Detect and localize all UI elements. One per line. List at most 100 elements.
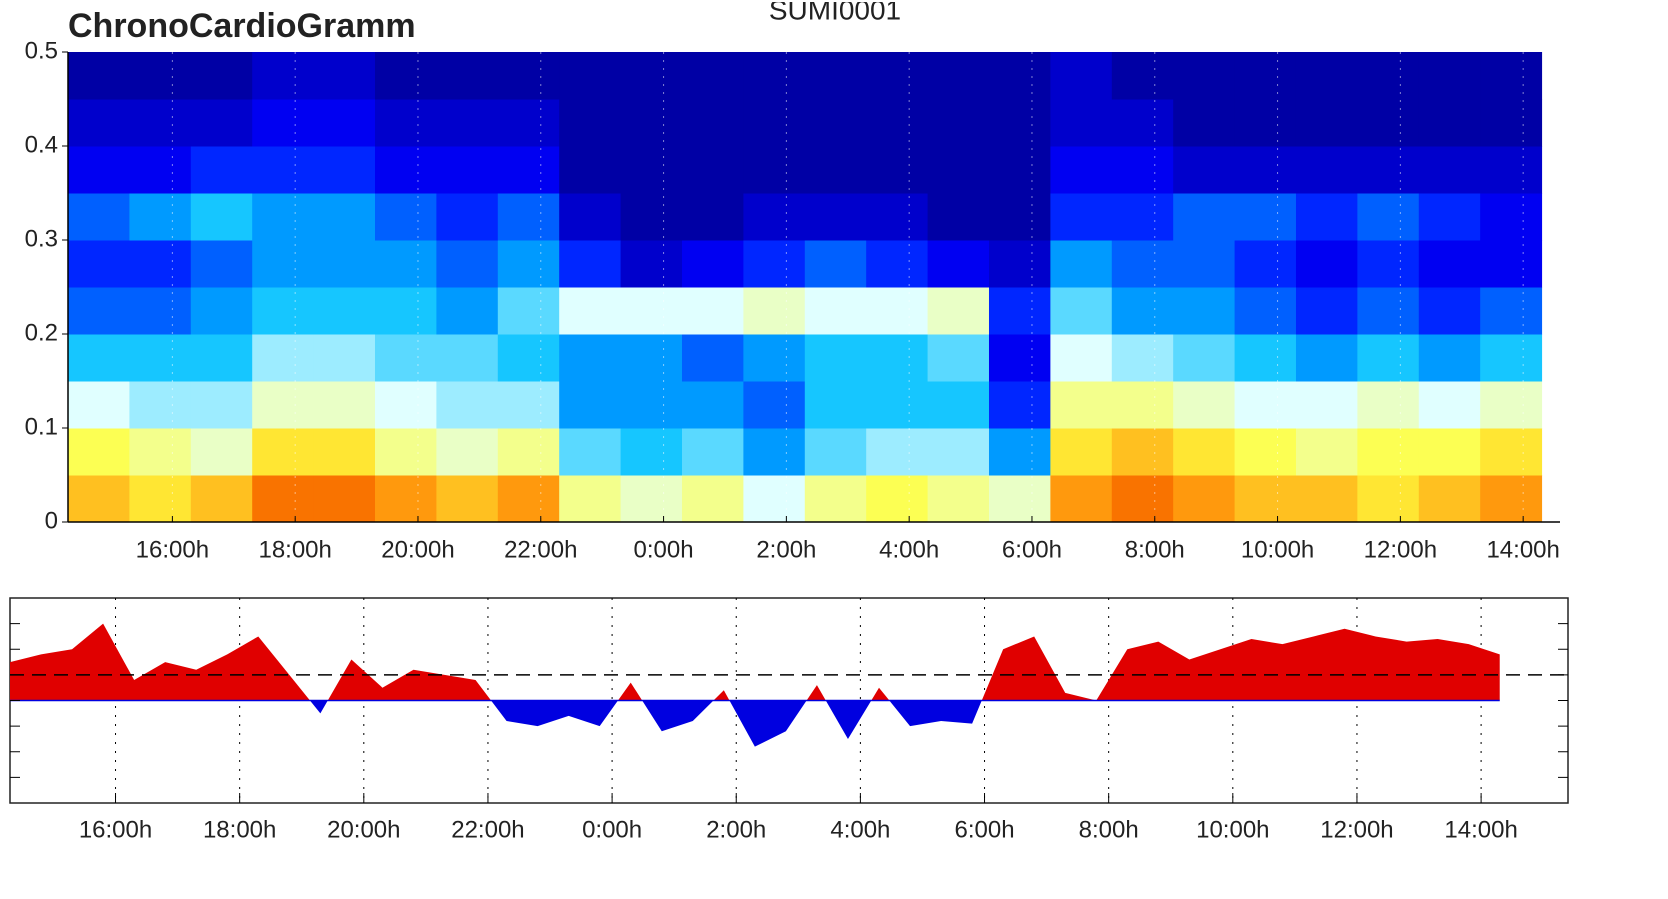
heatmap-cell bbox=[129, 146, 192, 194]
heatmap-cell bbox=[436, 240, 499, 288]
heatmap-cell bbox=[620, 99, 683, 147]
heatmap-cell bbox=[559, 146, 622, 194]
heatmap-cell bbox=[1357, 146, 1420, 194]
heatmap-cell bbox=[374, 52, 437, 100]
heatmap-cell bbox=[681, 146, 744, 194]
heatmap-cell bbox=[1111, 381, 1174, 429]
heatmap-cell bbox=[743, 381, 806, 429]
heatmap-cell bbox=[436, 287, 499, 335]
heatmap-cell bbox=[68, 146, 130, 194]
heatmap-cell bbox=[804, 334, 867, 382]
heatmap-cell bbox=[1050, 146, 1113, 194]
heatmap-cell bbox=[1295, 193, 1358, 241]
heatmap-cell bbox=[129, 240, 192, 288]
heatmap-cell bbox=[681, 240, 744, 288]
heatmap-cell bbox=[252, 334, 315, 382]
heatmap-cell bbox=[866, 287, 929, 335]
heatmap-cell bbox=[313, 193, 376, 241]
x-tick-label: 6:00h bbox=[1002, 536, 1062, 563]
heatmap-cell bbox=[1418, 428, 1481, 476]
heatmap-cell bbox=[620, 334, 683, 382]
heatmap-cell bbox=[1050, 428, 1113, 476]
heatmap-cell bbox=[681, 287, 744, 335]
heatmap-cell bbox=[190, 193, 253, 241]
heatmap-cell bbox=[988, 146, 1051, 194]
heatmap-cell bbox=[866, 193, 929, 241]
heatmap-cell bbox=[68, 52, 130, 100]
heatmap-cell bbox=[988, 428, 1051, 476]
heatmap-cell bbox=[681, 52, 744, 100]
heatmap-cell bbox=[1418, 52, 1481, 100]
heatmap-cell bbox=[313, 146, 376, 194]
heatmap-cell bbox=[743, 475, 806, 523]
heatmap-cell bbox=[374, 193, 437, 241]
x-tick-label: 22:00h bbox=[451, 816, 524, 843]
x-tick-label: 6:00h bbox=[954, 816, 1014, 843]
heatmap-cell bbox=[190, 146, 253, 194]
x-tick-label: 16:00h bbox=[79, 816, 152, 843]
heatmap-cell bbox=[68, 475, 130, 523]
heatmap-cell bbox=[497, 240, 560, 288]
heatmap-cell bbox=[866, 240, 929, 288]
heatmap-cell bbox=[497, 193, 560, 241]
x-tick-label: 18:00h bbox=[258, 536, 331, 563]
heatmap-cell bbox=[1480, 240, 1543, 288]
heatmap-cell bbox=[374, 475, 437, 523]
heatmap-cell bbox=[927, 99, 990, 147]
heatmap-cell bbox=[497, 146, 560, 194]
heatmap-cell bbox=[1050, 334, 1113, 382]
heatmap-cell bbox=[620, 146, 683, 194]
heatmap-cell bbox=[804, 52, 867, 100]
heatmap-cell bbox=[804, 146, 867, 194]
heatmap-cell bbox=[1480, 193, 1543, 241]
heatmap-cell bbox=[681, 193, 744, 241]
heatmap-cell bbox=[1480, 334, 1543, 382]
heatmap-cell bbox=[1234, 240, 1297, 288]
heatmap-cell bbox=[313, 381, 376, 429]
heatmap-cell bbox=[1234, 334, 1297, 382]
heatmap-cell bbox=[68, 240, 130, 288]
heatmap-cell bbox=[190, 475, 253, 523]
heatmap-cell bbox=[1111, 99, 1174, 147]
heatmap-cell bbox=[620, 428, 683, 476]
x-tick-label: 0:00h bbox=[582, 816, 642, 843]
heatmap-cell bbox=[1173, 240, 1236, 288]
heatmap-cell bbox=[927, 475, 990, 523]
heatmap-cell bbox=[681, 99, 744, 147]
heatmap-cell bbox=[436, 334, 499, 382]
heatmap-cell bbox=[988, 240, 1051, 288]
y-tick-label: 0.4 bbox=[25, 131, 58, 158]
heatmap-cell bbox=[804, 381, 867, 429]
heatmap-cell bbox=[1234, 193, 1297, 241]
heatmap-cell bbox=[252, 381, 315, 429]
heatmap-cell bbox=[804, 287, 867, 335]
heatmap-cell bbox=[681, 475, 744, 523]
heatmap-cell bbox=[436, 381, 499, 429]
heatmap-cell bbox=[436, 99, 499, 147]
heatmap-cell bbox=[743, 240, 806, 288]
heatmap-cell bbox=[1295, 52, 1358, 100]
heatmap-cell bbox=[1111, 428, 1174, 476]
heatmap-cell bbox=[1050, 193, 1113, 241]
heatmap-cell bbox=[313, 334, 376, 382]
heatmap-cell bbox=[1418, 334, 1481, 382]
heatmap-cell bbox=[129, 475, 192, 523]
heatmap-cell bbox=[1418, 99, 1481, 147]
heatmap-cell bbox=[374, 99, 437, 147]
x-tick-label: 10:00h bbox=[1196, 816, 1269, 843]
heatmap-cell bbox=[68, 334, 130, 382]
heatmap-cell bbox=[497, 428, 560, 476]
heatmap-cell bbox=[1480, 475, 1543, 523]
heatmap-cell bbox=[988, 193, 1051, 241]
heatmap-cell bbox=[559, 240, 622, 288]
heatmap-cell bbox=[190, 287, 253, 335]
heatmap-cell bbox=[313, 287, 376, 335]
x-tick-label: 4:00h bbox=[879, 536, 939, 563]
x-tick-label: 10:00h bbox=[1241, 536, 1314, 563]
heatmap-cell bbox=[374, 240, 437, 288]
heatmap-cell bbox=[1357, 381, 1420, 429]
heatmap-cell bbox=[559, 475, 622, 523]
heatmap-cell bbox=[129, 193, 192, 241]
heatmap-cell bbox=[620, 287, 683, 335]
